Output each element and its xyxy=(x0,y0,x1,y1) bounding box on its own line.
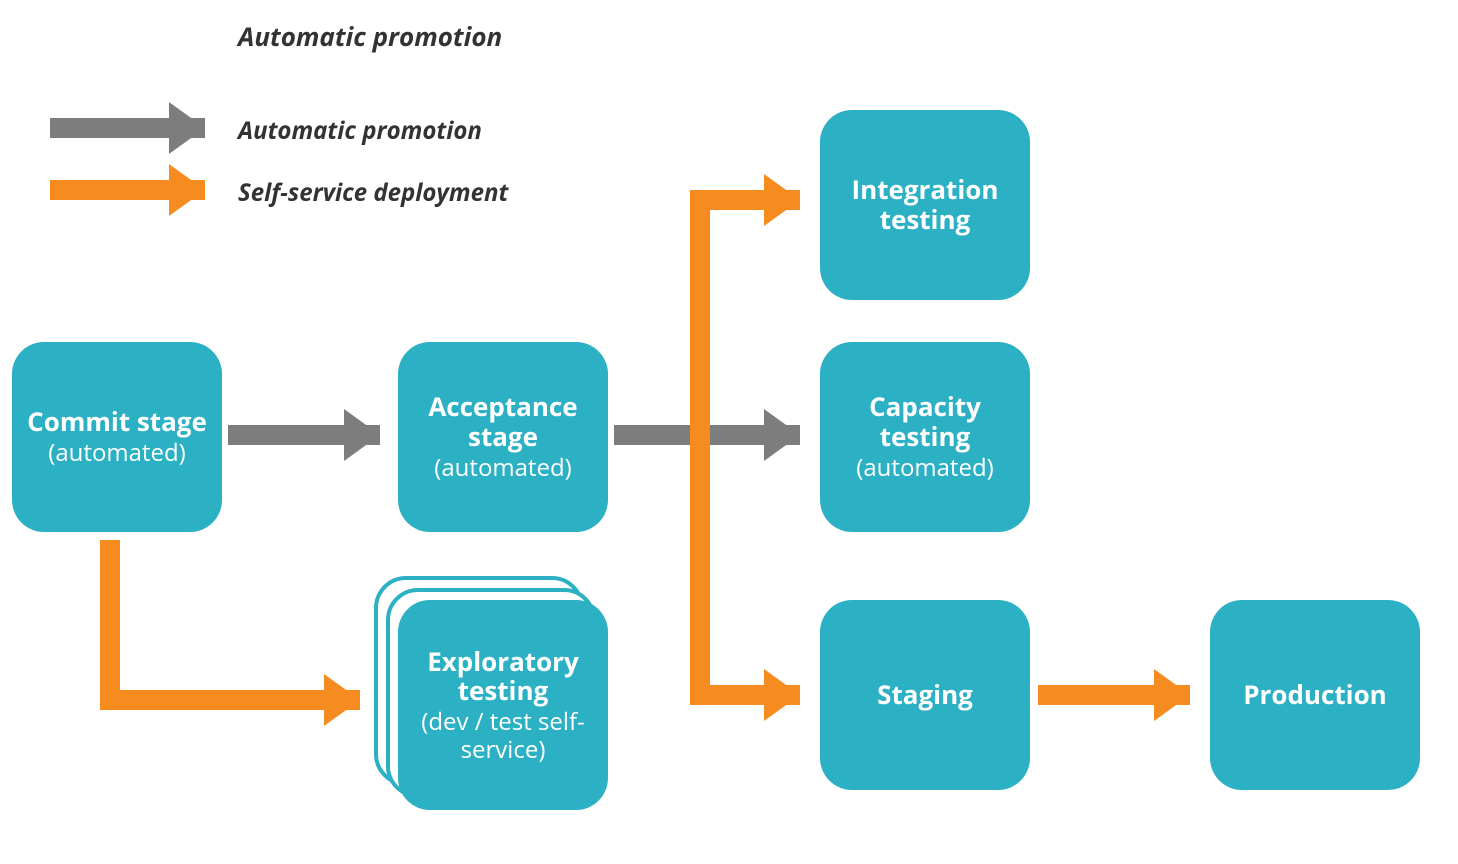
node-acceptance: Acceptance stage (automated) xyxy=(398,342,608,532)
node-capacity-title: Capacity testing xyxy=(830,392,1020,452)
node-exploratory: Exploratory testing (dev / test self-ser… xyxy=(398,600,608,810)
legend-label-auto: Automatic promotion xyxy=(238,114,482,147)
node-exploratory-title: Exploratory testing xyxy=(408,647,598,707)
node-integration-title: Integration testing xyxy=(830,175,1020,235)
node-commit: Commit stage (automated) xyxy=(12,342,222,532)
legend-title: Automatic promotion xyxy=(238,18,502,54)
node-capacity-subtitle: (automated) xyxy=(856,454,993,482)
node-commit-subtitle: (automated) xyxy=(48,439,185,467)
node-production-title: Production xyxy=(1243,680,1387,710)
node-exploratory-subtitle: (dev / test self-service) xyxy=(408,708,598,763)
node-commit-title: Commit stage xyxy=(27,407,207,437)
node-staging: Staging xyxy=(820,600,1030,790)
node-acceptance-subtitle: (automated) xyxy=(434,454,571,482)
node-capacity: Capacity testing (automated) xyxy=(820,342,1030,532)
legend-label-self-service: Self-service deployment xyxy=(238,176,508,209)
node-acceptance-title: Acceptance stage xyxy=(408,392,598,452)
pipeline-diagram: Automatic promotion Automatic promotion … xyxy=(0,0,1458,864)
node-integration: Integration testing xyxy=(820,110,1030,300)
node-production: Production xyxy=(1210,600,1420,790)
node-staging-title: Staging xyxy=(877,680,973,710)
